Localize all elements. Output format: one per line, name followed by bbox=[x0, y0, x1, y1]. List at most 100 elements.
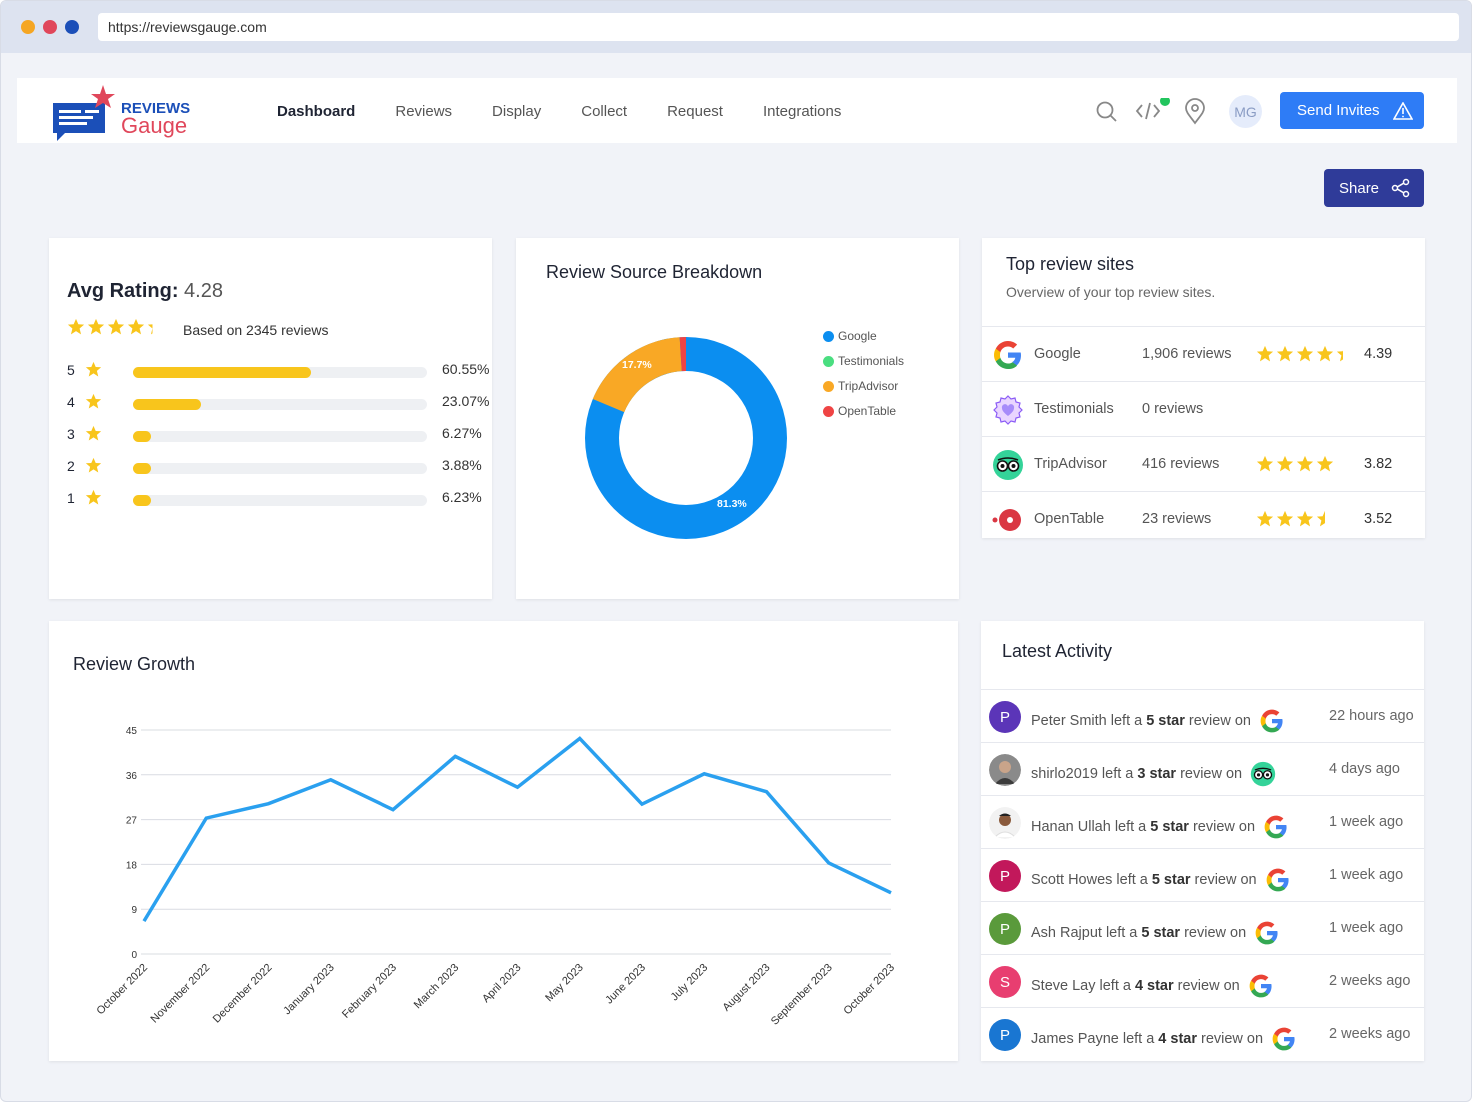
rating-bar-fill bbox=[133, 463, 151, 474]
warning-triangle-icon bbox=[1392, 101, 1413, 120]
activity-text: shirlo2019 left a 3 star review on bbox=[1031, 761, 1276, 787]
activity-item[interactable]: P Ash Rajput left a 5 star review on 1 w… bbox=[981, 901, 1424, 954]
nav-dashboard[interactable]: Dashboard bbox=[277, 103, 356, 120]
x-tick-label: November 2022 bbox=[149, 962, 213, 1026]
google-icon bbox=[1255, 921, 1278, 945]
url-bar[interactable]: https://reviewsgauge.com bbox=[98, 13, 1459, 41]
x-tick-label: July 2023 bbox=[669, 962, 711, 1004]
site-stars bbox=[1256, 455, 1336, 477]
donut-tripadvisor-slice[interactable] bbox=[592, 337, 683, 413]
site-row-google[interactable]: Google 1,906 reviews 4.39 bbox=[982, 326, 1425, 381]
window-minimize-dot[interactable] bbox=[21, 20, 35, 34]
legend-tripadvisor[interactable]: TripAdvisor bbox=[823, 379, 898, 393]
series-line bbox=[142, 736, 892, 923]
site-score: 3.52 bbox=[1364, 511, 1393, 527]
avatar: P bbox=[989, 913, 1021, 945]
activity-source bbox=[1259, 708, 1285, 734]
star-icon bbox=[1296, 455, 1314, 472]
location-pin-icon[interactable] bbox=[1185, 98, 1205, 125]
activity-text: Peter Smith left a 5 star review on bbox=[1031, 708, 1285, 734]
based-on-text: Based on 2345 reviews bbox=[183, 321, 329, 338]
window-close-dot[interactable] bbox=[43, 20, 57, 34]
site-stars bbox=[1256, 345, 1356, 367]
activity-rating: 4 star bbox=[1158, 1031, 1197, 1047]
nav-collect[interactable]: Collect bbox=[581, 103, 628, 120]
activity-rating: 5 star bbox=[1150, 819, 1189, 835]
activity-time: 2 weeks ago bbox=[1329, 1026, 1411, 1042]
site-row-testimonials[interactable]: Testimonials 0 reviews bbox=[982, 381, 1425, 436]
avatar bbox=[989, 754, 1021, 786]
rating-row-4: 4 23.07% bbox=[67, 393, 490, 411]
x-tick-label: April 2023 bbox=[480, 962, 524, 1006]
star-icon bbox=[1276, 510, 1294, 527]
rating-bar bbox=[133, 399, 427, 410]
nav-integrations[interactable]: Integrations bbox=[762, 103, 842, 120]
legend-opentable[interactable]: OpenTable bbox=[823, 404, 896, 418]
site-name: OpenTable bbox=[1034, 511, 1105, 527]
user-avatar[interactable]: MG bbox=[1229, 95, 1262, 128]
activity-item[interactable]: Hanan Ullah left a 5 star review on 1 we… bbox=[981, 795, 1424, 848]
rating-star-number: 3 bbox=[67, 426, 75, 442]
send-invites-button[interactable]: Send Invites bbox=[1280, 92, 1424, 129]
activity-source bbox=[1248, 973, 1274, 999]
review-growth-title: Review Growth bbox=[73, 654, 196, 674]
activity-item[interactable]: S Steve Lay left a 4 star review on 2 we… bbox=[981, 954, 1424, 1007]
activity-suffix: review on bbox=[1192, 819, 1256, 835]
top-sites-card: Top review sites Overview of your top re… bbox=[982, 238, 1425, 538]
avg-rating-label: Avg Rating: bbox=[67, 280, 179, 302]
window-maximize-dot[interactable] bbox=[65, 20, 79, 34]
site-stars bbox=[1256, 510, 1336, 532]
star-icon bbox=[85, 393, 102, 409]
avatar: P bbox=[989, 701, 1021, 733]
y-tick-label: 0 bbox=[131, 950, 137, 961]
rating-row-3: 3 6.27% bbox=[67, 425, 487, 443]
activity-rating: 4 star bbox=[1134, 978, 1174, 994]
site-row-tripadvisor[interactable]: TripAdvisor 416 reviews 3.82 bbox=[982, 436, 1425, 491]
star-icon bbox=[147, 318, 165, 335]
brand-logo[interactable]: REVIEWS Gauge bbox=[51, 83, 201, 141]
avg-rating-card: Avg Rating: 4.28 Based on 2345 reviews 5… bbox=[49, 238, 492, 599]
share-icon bbox=[1391, 178, 1410, 198]
activity-rating: 5 star bbox=[1146, 713, 1185, 729]
activity-item[interactable]: P Scott Howes left a 5 star review on 1 … bbox=[981, 848, 1424, 901]
site-score: 3.82 bbox=[1364, 456, 1393, 472]
latest-activity-card: Latest Activity P Peter Smith left a 5 s… bbox=[981, 621, 1424, 1061]
avg-rating-value: 4.28 bbox=[184, 280, 223, 302]
source-donut-chart: 81.3% 17.7% bbox=[585, 337, 787, 539]
nav-request[interactable]: Request bbox=[667, 103, 723, 120]
google-icon bbox=[1264, 815, 1287, 839]
star-icon bbox=[127, 318, 145, 335]
legend-testimonials[interactable]: Testimonials bbox=[823, 354, 904, 368]
x-tick-label: May 2023 bbox=[543, 962, 586, 1005]
activity-suffix: review on bbox=[1184, 925, 1247, 941]
share-button[interactable]: Share bbox=[1324, 169, 1424, 207]
rating-bar-fill bbox=[133, 495, 152, 506]
site-row-opentable[interactable]: OpenTable 23 reviews 3.52 bbox=[982, 491, 1425, 541]
activity-suffix: review on bbox=[1177, 978, 1240, 994]
x-tick-label: March 2023 bbox=[412, 962, 462, 1012]
x-tick-label: February 2023 bbox=[340, 962, 399, 1021]
google-icon bbox=[1260, 709, 1283, 733]
code-icon[interactable] bbox=[1135, 96, 1170, 120]
activity-time: 22 hours ago bbox=[1329, 708, 1414, 724]
activity-verb: left a bbox=[1105, 925, 1138, 941]
tripadvisor-icon bbox=[1250, 761, 1276, 787]
activity-item[interactable]: P James Payne left a 4 star review on 2 … bbox=[981, 1007, 1424, 1060]
activity-rating: 5 star bbox=[1151, 872, 1191, 888]
legend-google[interactable]: Google bbox=[823, 329, 877, 343]
nav-reviews[interactable]: Reviews bbox=[395, 103, 453, 120]
y-tick-label: 18 bbox=[126, 860, 138, 871]
rating-percent: 23.07% bbox=[442, 393, 490, 409]
activity-item[interactable]: shirlo2019 left a 3 star review on 4 day… bbox=[981, 742, 1424, 795]
rating-row-5: 5 60.55% bbox=[67, 361, 489, 379]
nav-display[interactable]: Display bbox=[492, 103, 542, 120]
avg-rating-stars-row: Based on 2345 reviews bbox=[67, 318, 329, 341]
heart-badge-icon bbox=[993, 395, 1023, 425]
rating-percent: 3.88% bbox=[442, 457, 482, 473]
activity-source bbox=[1250, 761, 1276, 787]
activity-rating: 5 star bbox=[1141, 925, 1181, 941]
activity-item[interactable]: P Peter Smith left a 5 star review on 22… bbox=[981, 689, 1424, 742]
x-tick-label: January 2023 bbox=[281, 962, 337, 1018]
search-icon[interactable] bbox=[1096, 101, 1117, 122]
